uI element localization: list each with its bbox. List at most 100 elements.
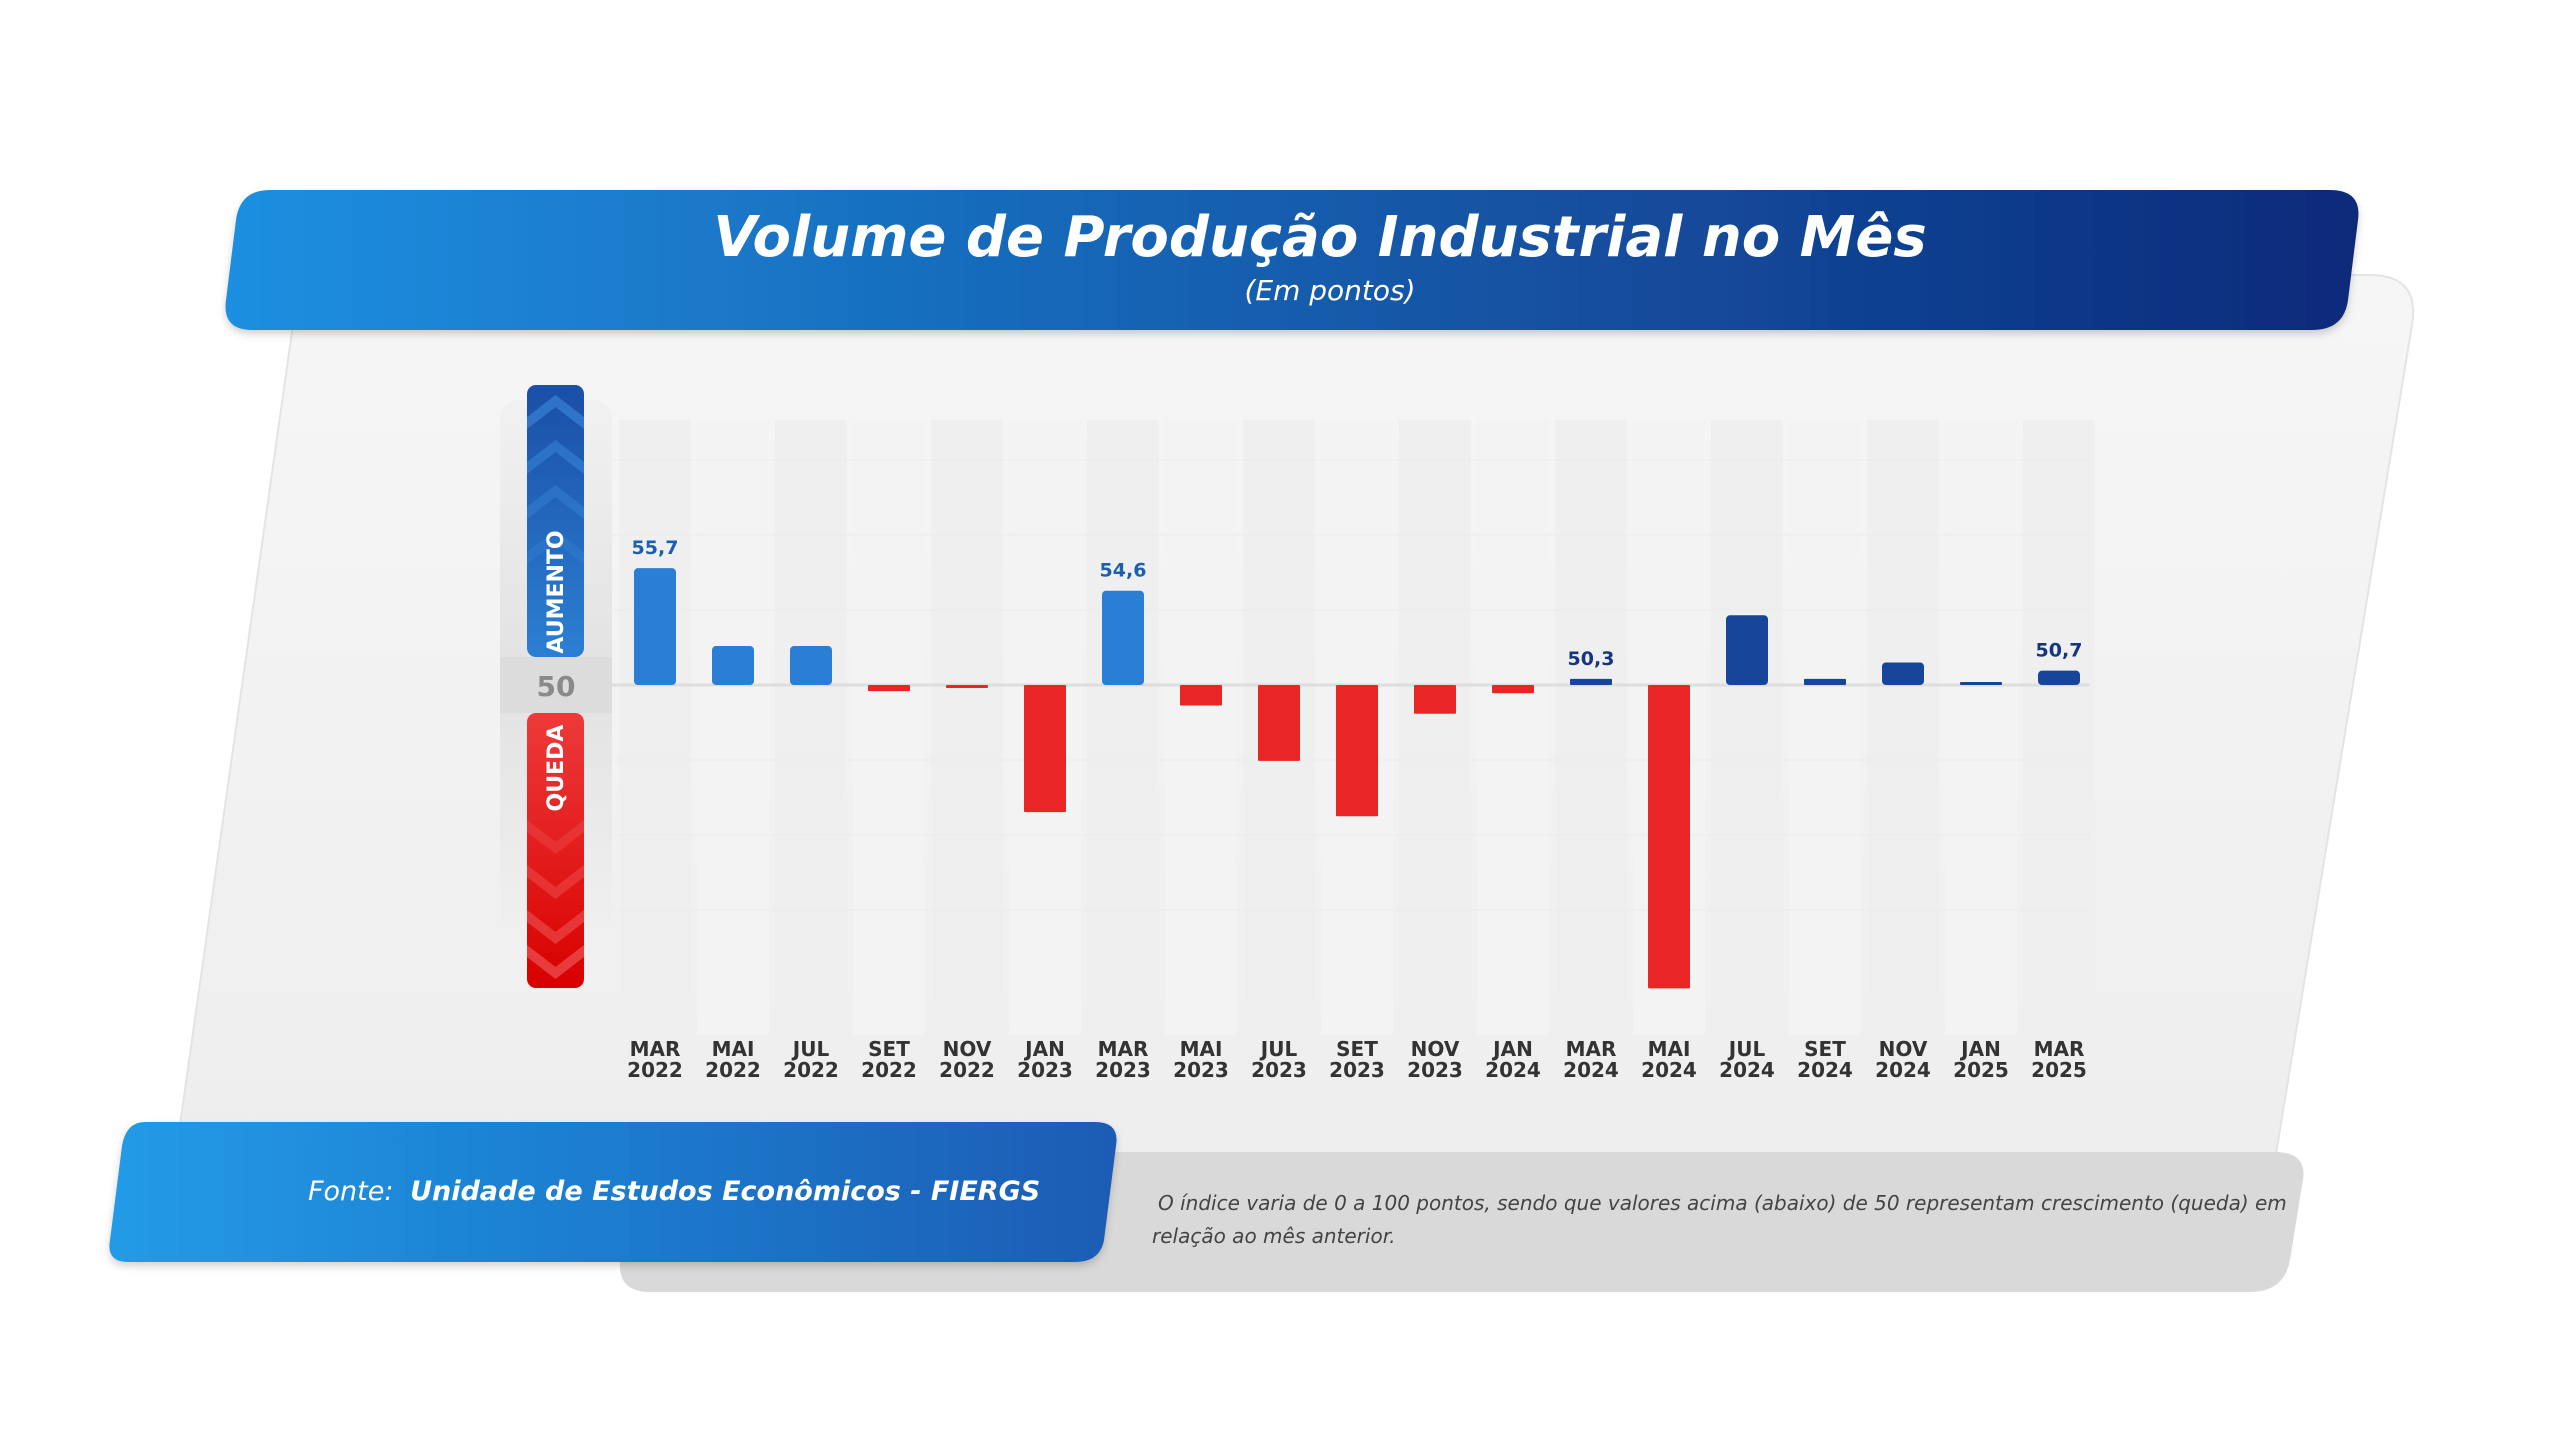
x-tick-month: MAR — [2034, 1037, 2085, 1061]
x-tick-month: MAI — [1180, 1037, 1223, 1061]
column-stripe — [1555, 420, 1627, 1035]
x-tick-month: JAN — [1023, 1037, 1065, 1061]
column-stripe — [2023, 420, 2095, 1035]
data-label: 50,3 — [1568, 648, 1615, 670]
source-text: Fonte: Unidade de Estudos Econômicos - F… — [308, 1176, 1040, 1207]
chevron-up-icon — [527, 440, 584, 474]
x-tick-year: 2023 — [1251, 1058, 1307, 1082]
x-tick-month: MAR — [630, 1037, 681, 1061]
x-tick-year: 2022 — [627, 1058, 683, 1082]
x-tick-year: 2025 — [1953, 1058, 2009, 1082]
column-stripe — [931, 420, 1003, 1035]
decrease-chevrons — [527, 820, 584, 979]
x-tick-labels: MAR2022MAI2022JUL2022SET2022NOV2022JAN20… — [627, 1037, 2087, 1082]
x-tick-month: SET — [868, 1037, 910, 1061]
column-stripe — [697, 420, 769, 1035]
bar — [1882, 662, 1924, 685]
chevron-down-icon — [527, 820, 584, 854]
title-banner — [225, 190, 2359, 330]
data-labels-group: 55,7 54,6 50,3 50,7 — [632, 537, 2083, 670]
column-stripe — [1711, 420, 1783, 1035]
data-label: 50,7 — [2036, 640, 2083, 662]
bar — [1336, 685, 1378, 817]
baseline-label: 50 — [537, 670, 576, 703]
column-stripe — [1165, 420, 1237, 1035]
increase-gauge — [527, 385, 584, 657]
x-tick-month: MAI — [1648, 1037, 1691, 1061]
x-tick-year: 2024 — [1875, 1058, 1931, 1082]
bar — [1960, 682, 2002, 685]
x-tick-year: 2023 — [1173, 1058, 1229, 1082]
x-tick-year: 2022 — [861, 1058, 917, 1082]
x-tick-month: MAI — [712, 1037, 755, 1061]
bar — [1492, 685, 1534, 694]
x-tick-year: 2023 — [1017, 1058, 1073, 1082]
legend-track: AUMENTO QUEDA 50 — [500, 385, 612, 988]
x-tick-month: JUL — [791, 1037, 830, 1061]
bar — [634, 568, 676, 685]
column-stripe — [1087, 420, 1159, 1035]
data-label: 54,6 — [1100, 560, 1147, 582]
x-tick-month: NOV — [1879, 1037, 1928, 1061]
chevron-up-icon — [527, 395, 584, 429]
bar — [1726, 615, 1768, 685]
x-tick-month: NOV — [943, 1037, 992, 1061]
chart-subtitle: (Em pontos) — [1244, 274, 1415, 307]
x-tick-month: SET — [1804, 1037, 1846, 1061]
chevron-down-icon — [527, 945, 584, 979]
column-stripe — [853, 420, 925, 1035]
x-tick-year: 2022 — [939, 1058, 995, 1082]
chevron-down-icon — [527, 910, 584, 944]
column-stripe — [1789, 420, 1861, 1035]
decrease-label: QUEDA — [544, 725, 569, 812]
chart-title: Volume de Produção Industrial no Mês — [713, 205, 1926, 270]
x-tick-month: MAR — [1566, 1037, 1617, 1061]
x-tick-year: 2024 — [1641, 1058, 1697, 1082]
source-banner — [109, 1122, 1117, 1262]
column-stripe — [775, 420, 847, 1035]
column-stripe — [619, 420, 691, 1035]
bar — [1180, 685, 1222, 706]
bar — [1570, 678, 1612, 685]
baseline-badge — [500, 657, 612, 713]
x-tick-month: JUL — [1259, 1037, 1298, 1061]
source-prefix: Fonte: — [308, 1176, 393, 1207]
column-stripe — [1477, 420, 1549, 1035]
x-tick-year: 2024 — [1797, 1058, 1853, 1082]
x-tick-year: 2025 — [2031, 1058, 2087, 1082]
chevron-down-icon — [527, 865, 584, 899]
note-line-1: O índice varia de 0 a 100 pontos, sendo … — [1158, 1191, 2287, 1215]
bars-group — [634, 568, 2080, 989]
x-tick-year: 2023 — [1329, 1058, 1385, 1082]
bar — [1648, 685, 1690, 989]
column-stripe — [1867, 420, 1939, 1035]
x-tick-year: 2022 — [705, 1058, 761, 1082]
x-tick-month: SET — [1336, 1037, 1378, 1061]
chevron-up-icon — [527, 530, 584, 564]
bar — [1414, 685, 1456, 714]
x-tick-month: NOV — [1411, 1037, 1460, 1061]
column-stripe — [1399, 420, 1471, 1035]
x-tick-year: 2024 — [1719, 1058, 1775, 1082]
x-tick-month: JAN — [1491, 1037, 1533, 1061]
bar — [1024, 685, 1066, 813]
x-tick-year: 2023 — [1095, 1058, 1151, 1082]
decrease-gauge — [527, 713, 584, 988]
bar — [1102, 590, 1144, 685]
bar — [868, 685, 910, 692]
bar — [1258, 685, 1300, 761]
note-line-2: relação ao mês anterior. — [1152, 1224, 1395, 1248]
increase-label: AUMENTO — [544, 530, 569, 653]
x-tick-year: 2023 — [1407, 1058, 1463, 1082]
x-tick-year: 2024 — [1563, 1058, 1619, 1082]
bar — [790, 646, 832, 685]
chevron-up-icon — [527, 485, 584, 519]
increase-chevrons — [527, 395, 584, 564]
x-tick-year: 2024 — [1485, 1058, 1541, 1082]
x-tick-month: JUL — [1727, 1037, 1766, 1061]
bar — [2038, 670, 2080, 685]
bar — [946, 685, 988, 688]
x-tick-year: 2022 — [783, 1058, 839, 1082]
bar — [1804, 678, 1846, 685]
